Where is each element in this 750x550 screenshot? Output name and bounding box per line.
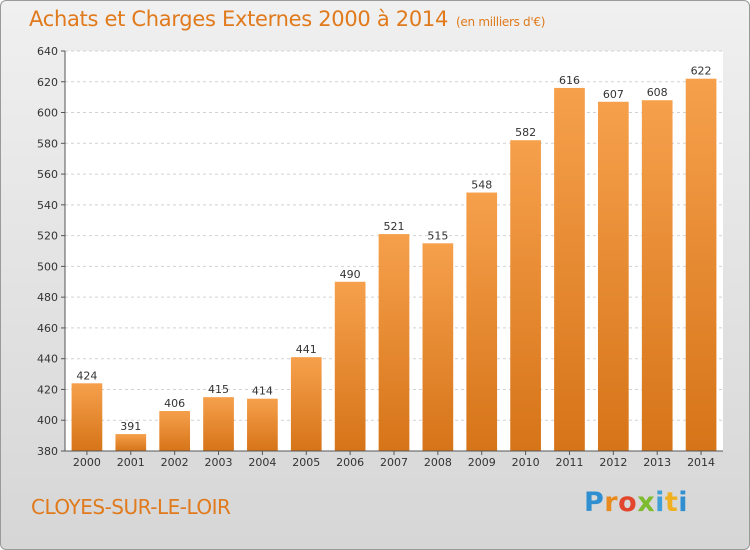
y-tick-label: 580 <box>37 137 58 150</box>
data-label: 608 <box>647 86 668 99</box>
brand-letter: i <box>678 487 689 518</box>
x-tick-label: 2002 <box>161 456 189 469</box>
data-label: 406 <box>164 397 185 410</box>
brand-letter: x <box>637 487 656 518</box>
x-tick-label: 2011 <box>555 456 583 469</box>
title-text: Achats et Charges Externes 2000 à 2014 <box>29 7 449 31</box>
y-tick-label: 480 <box>37 291 58 304</box>
data-label: 490 <box>340 268 361 281</box>
x-tick-label: 2007 <box>380 456 408 469</box>
bar <box>71 383 103 451</box>
x-tick-label: 2008 <box>424 456 452 469</box>
brand-letter: o <box>618 487 638 518</box>
y-tick-label: 520 <box>37 230 58 243</box>
bar <box>247 398 278 451</box>
y-tick-label: 600 <box>37 107 58 120</box>
bar <box>510 140 541 451</box>
y-tick-label: 460 <box>37 322 58 335</box>
y-tick-label: 640 <box>37 45 58 58</box>
bar <box>422 243 454 451</box>
x-tick-label: 2003 <box>205 456 233 469</box>
bar <box>597 101 629 452</box>
data-label: 391 <box>120 420 141 433</box>
x-tick-label: 2004 <box>248 456 276 469</box>
brand-logo: Proxiti <box>584 487 688 518</box>
data-label: 441 <box>296 343 317 356</box>
bar <box>378 234 410 451</box>
x-tick-label: 2013 <box>643 456 671 469</box>
location-label: CLOYES-SUR-LE-LOIR <box>31 495 231 519</box>
bar <box>203 397 234 451</box>
brand-letter: r <box>604 487 619 518</box>
data-label: 622 <box>691 65 712 78</box>
data-label: 521 <box>384 220 405 233</box>
y-tick-label: 380 <box>37 445 58 458</box>
data-label: 616 <box>559 74 580 87</box>
bars-group: 424 391 406 415 414 441 490 521 515 548 582 616 607 6… <box>71 65 717 452</box>
y-tick-label: 400 <box>37 414 58 427</box>
x-tick-label: 2010 <box>512 456 540 469</box>
bar <box>466 192 498 452</box>
axes-group: 380 400 420 440 460 480 500 520 540 560 580 600 620 6… <box>37 45 723 469</box>
brand-letter: t <box>664 487 679 518</box>
y-tick-label: 620 <box>37 76 58 89</box>
x-tick-label: 2009 <box>468 456 496 469</box>
brand-letter: i <box>655 487 665 518</box>
bar <box>641 100 673 451</box>
x-tick-label: 2006 <box>336 456 364 469</box>
bar <box>159 411 191 451</box>
bar <box>554 87 585 451</box>
data-label: 515 <box>427 229 448 242</box>
chart-title: Achats et Charges Externes 2000 à 2014 (e… <box>29 7 545 31</box>
x-tick-label: 2012 <box>599 456 627 469</box>
y-tick-label: 560 <box>37 168 58 181</box>
x-tick-label: 2000 <box>73 456 101 469</box>
y-tick-label: 420 <box>37 383 58 396</box>
data-label: 548 <box>471 179 492 192</box>
x-tick-label: 2005 <box>292 456 320 469</box>
bar <box>290 357 322 451</box>
data-label: 415 <box>208 383 229 396</box>
bar <box>685 78 717 451</box>
data-label: 424 <box>76 369 97 382</box>
brand-letter: P <box>584 487 605 518</box>
y-tick-label: 500 <box>37 260 58 273</box>
y-tick-label: 440 <box>37 353 58 366</box>
data-label: 582 <box>515 126 536 139</box>
unit-label: (en milliers d'€) <box>456 15 546 29</box>
x-tick-label: 2014 <box>687 456 715 469</box>
data-label: 607 <box>603 88 624 101</box>
y-tick-label: 540 <box>37 199 58 212</box>
bar <box>334 281 366 451</box>
data-label: 414 <box>252 385 273 398</box>
x-tick-label: 2001 <box>117 456 145 469</box>
bar <box>115 434 147 451</box>
